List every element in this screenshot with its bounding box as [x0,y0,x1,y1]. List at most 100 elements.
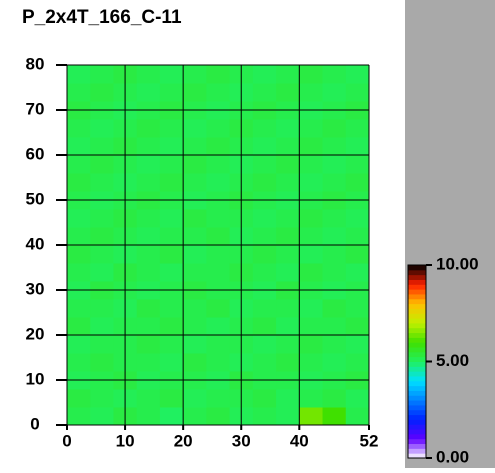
colorbar-step [408,274,426,280]
x-tick-label: 0 [62,431,71,450]
heat-cell [183,407,207,426]
colorbar-tick-label: 0.00 [436,447,469,466]
heat-cell [90,137,114,156]
colorbar-step [408,404,426,411]
heat-cell [276,407,300,426]
heat-cell [252,335,277,354]
heat-cell [183,389,207,408]
heat-cell [345,245,370,264]
heat-cell [136,137,161,156]
heat-cell [322,317,347,336]
y-tick-label: 70 [26,99,45,118]
heat-cell [276,353,300,372]
heat-cell [183,155,207,174]
heat-cell [206,299,231,318]
heat-cell [136,119,161,138]
heat-cell [345,209,370,228]
colorbar-step [408,385,426,391]
heat-cell [159,389,184,408]
heat-cell [159,227,184,246]
heat-cell [299,335,324,354]
heat-cell [276,137,300,156]
heat-cell [136,245,161,264]
heat-cell [183,119,207,138]
heat-cell [252,317,277,336]
colorbar-step [408,414,426,420]
colorbar-step [408,318,426,324]
y-tick-label: 0 [30,414,39,433]
heat-cell [67,245,91,264]
heat-cell [159,83,184,102]
heat-cell [252,263,277,282]
heat-cell [90,65,114,84]
x-tick-label: 30 [232,431,251,450]
heat-cell [67,173,91,192]
heat-cell [299,263,324,282]
heat-cell [67,137,91,156]
heat-cell [345,407,370,426]
heat-cell [206,119,231,138]
colorbar-step [408,289,426,295]
heat-cell [252,155,277,174]
heat-cell [206,209,231,228]
heat-cell [206,389,231,408]
heat-cell [252,245,277,264]
heat-cell [299,137,324,156]
heat-cell [206,155,231,174]
heat-cell [159,173,184,192]
heat-cell [299,83,324,102]
heat-cell [299,173,324,192]
heat-cell [322,83,347,102]
colorbar-step [408,395,426,401]
heat-cell [252,65,277,84]
heat-cell [345,155,370,174]
x-tick-label: 20 [174,431,193,450]
heat-cell [67,83,91,102]
heat-cell [136,173,161,192]
heat-cell [345,137,370,156]
heat-cell [345,65,370,84]
colorbar-step [408,337,426,343]
heat-cell [322,353,347,372]
heat-cell [276,263,300,282]
heat-cell [136,83,161,102]
heat-cell [206,317,231,336]
heat-cell [276,389,300,408]
colorbar-step [408,380,426,387]
heat-cell [159,245,184,264]
heat-cell [299,245,324,264]
colorbar-step [408,433,426,440]
heat-cell [183,137,207,156]
heat-cell [136,389,161,408]
heat-cell [136,155,161,174]
heat-cell [67,209,91,228]
colorbar-step [408,371,426,377]
colorbar-step [408,322,426,329]
heat-cell [345,83,370,102]
heat-cell [252,407,277,426]
colorbar-step [408,390,426,396]
colorbar-step [408,375,426,382]
heat-cell [206,173,231,192]
heat-cell [252,389,277,408]
colorbar-step [408,448,426,454]
colorbar-step [408,351,426,358]
heat-cell [206,245,231,264]
heat-cell [136,65,161,84]
heat-cell [136,299,161,318]
colorbar-step [408,327,426,334]
heat-cell [252,227,277,246]
heat-cell [276,299,300,318]
heat-cell [159,65,184,84]
colorbar-step [408,293,426,300]
heat-cell [90,353,114,372]
heat-cell [183,263,207,282]
heat-cell [90,299,114,318]
heat-cell [136,335,161,354]
heat-cell [159,209,184,228]
heat-cell [67,335,91,354]
heat-cell [183,317,207,336]
heat-cell [67,119,91,138]
heat-cell [299,299,324,318]
